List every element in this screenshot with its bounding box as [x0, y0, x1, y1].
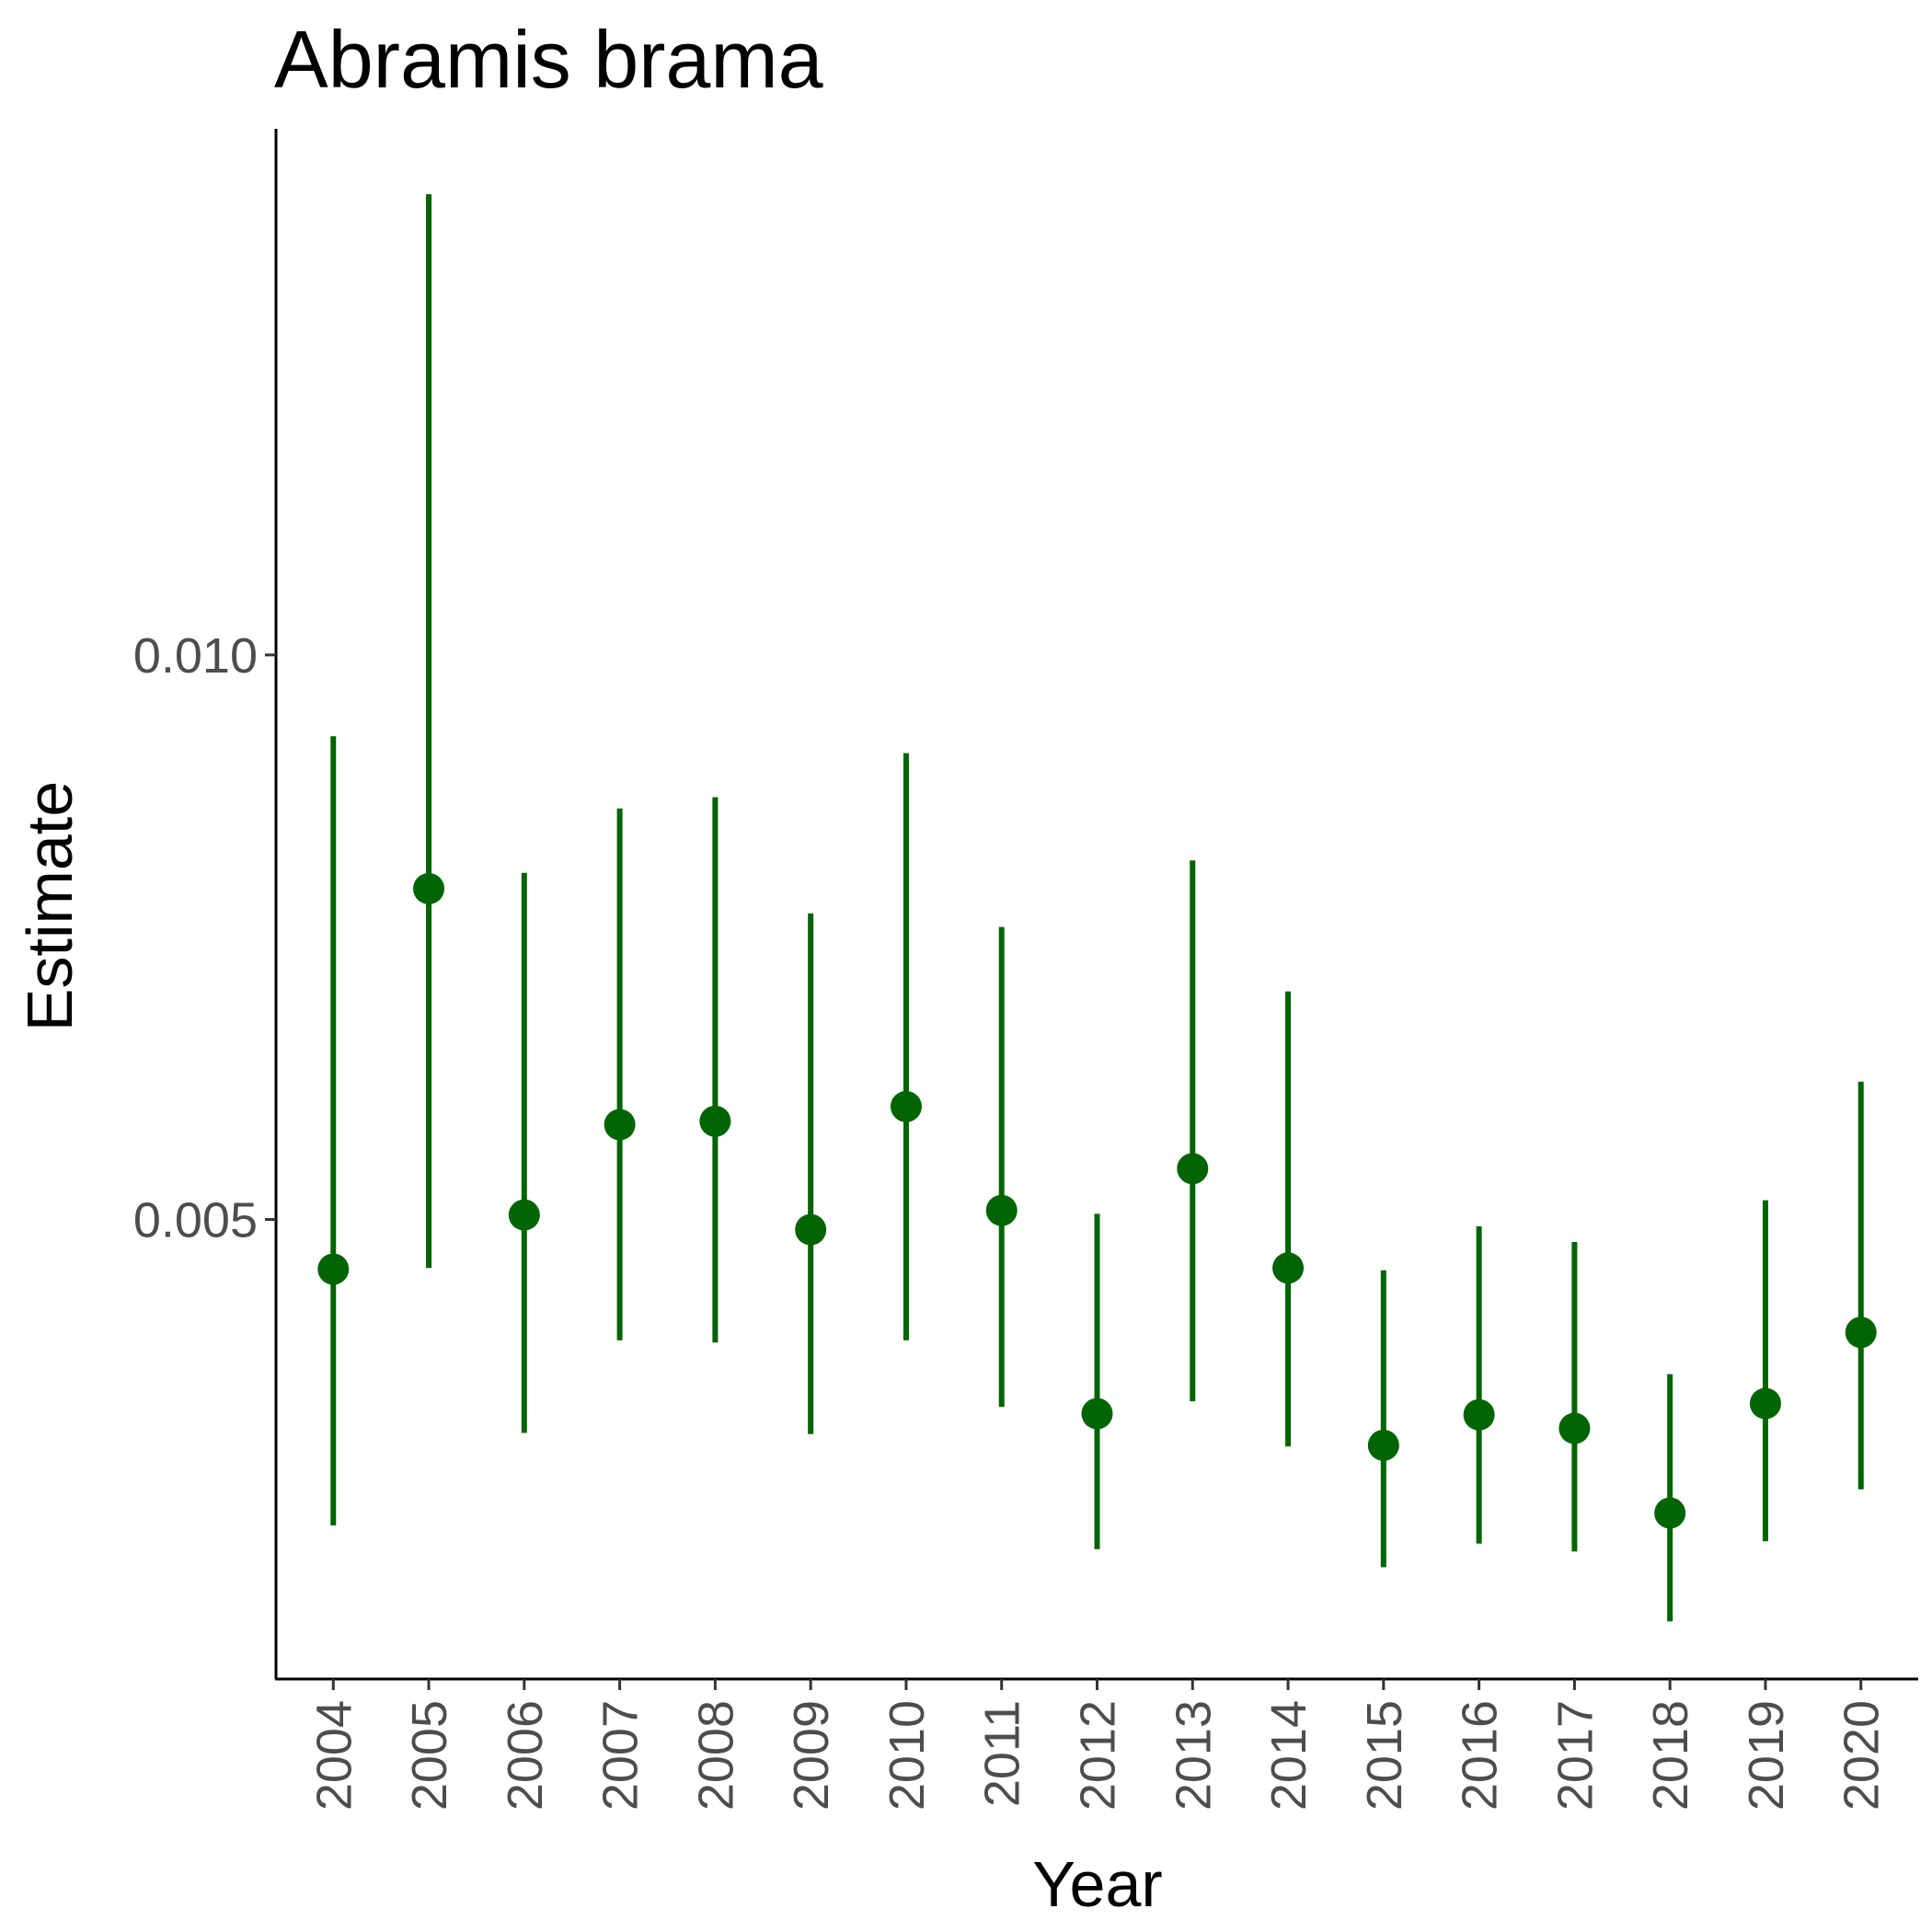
x-tick-label: 2012 — [1071, 1700, 1126, 1811]
data-point — [1654, 1497, 1686, 1529]
data-point — [1081, 1397, 1113, 1430]
y-axis-ticks: 0.005 0.010 — [133, 628, 276, 1248]
data-point — [1367, 1429, 1399, 1461]
x-tick-label: 2010 — [880, 1700, 935, 1811]
x-tick-label: 2008 — [688, 1700, 743, 1811]
x-tick-label: 2006 — [498, 1700, 553, 1811]
x-tick-label: 2020 — [1834, 1700, 1890, 1811]
data-point — [1177, 1153, 1209, 1185]
data-point — [413, 872, 445, 904]
data-point — [699, 1105, 731, 1137]
y-tick-label: 0.010 — [133, 628, 258, 684]
data-point — [604, 1109, 636, 1141]
data-point — [795, 1213, 827, 1246]
x-tick-label: 2004 — [306, 1700, 362, 1811]
y-axis-title: Estimate — [14, 781, 86, 1031]
x-tick-label: 2016 — [1453, 1700, 1508, 1811]
data-point — [317, 1253, 350, 1285]
x-tick-label: 2005 — [402, 1700, 457, 1811]
x-tick-label: 2017 — [1547, 1700, 1603, 1811]
x-tick-label: 2013 — [1166, 1700, 1221, 1811]
x-tick-label: 2014 — [1261, 1700, 1317, 1811]
data-point — [985, 1194, 1018, 1226]
data-point — [1749, 1387, 1781, 1420]
x-axis-ticks: 2004 2005 2006 2007 2008 2009 2010 2011 2012 2013… — [306, 1679, 1890, 1811]
data-marks — [317, 194, 1877, 1622]
y-tick-label: 0.005 — [133, 1193, 258, 1248]
x-tick-label: 2018 — [1643, 1700, 1698, 1811]
data-point — [1272, 1252, 1305, 1284]
data-point — [1463, 1398, 1495, 1431]
x-tick-label: 2015 — [1357, 1700, 1412, 1811]
x-axis-title: Year — [1032, 1848, 1162, 1920]
data-point — [1845, 1317, 1877, 1349]
chart-title: Abramis brama — [274, 14, 823, 105]
x-tick-label: 2009 — [784, 1700, 839, 1811]
x-tick-label: 2019 — [1739, 1700, 1794, 1811]
data-point — [890, 1090, 922, 1122]
data-point — [1558, 1412, 1591, 1444]
x-tick-label: 2011 — [975, 1700, 1030, 1807]
data-point — [508, 1199, 540, 1231]
x-tick-label: 2007 — [593, 1700, 649, 1811]
